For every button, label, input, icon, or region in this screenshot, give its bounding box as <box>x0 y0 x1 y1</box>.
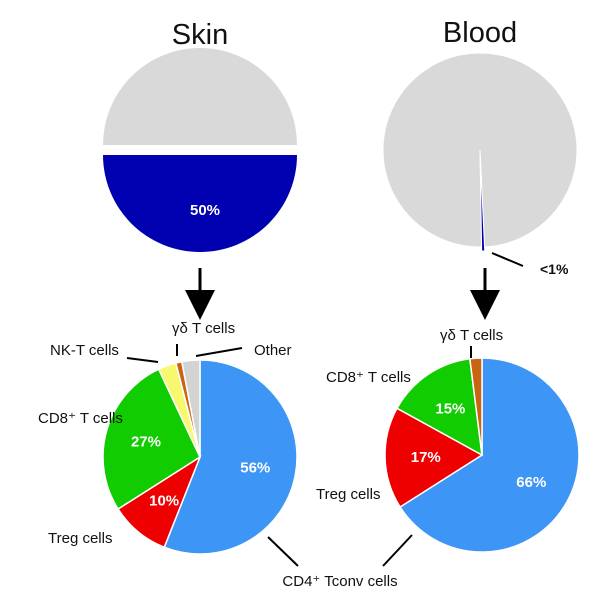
pie-slice-1 <box>479 153 486 252</box>
pie-slice-1 <box>103 155 297 252</box>
slice-label: 66% <box>516 474 546 491</box>
skin-treg-label: Treg cells <box>48 530 112 547</box>
skin-top-pie <box>103 48 297 252</box>
leader-line <box>267 536 299 567</box>
slice-label: 56% <box>240 460 270 477</box>
pie-slice-cd8-t-cells <box>395 357 483 457</box>
blood-gd-label: γδ T cells <box>440 327 503 344</box>
pie-slice-0 <box>382 52 578 248</box>
pie-slice-0 <box>103 48 297 145</box>
pie-slice-cd4-tconv-cells <box>399 357 580 553</box>
leader-line <box>126 357 159 363</box>
skin-top-label: 50% <box>190 202 220 219</box>
blood-title: Blood <box>443 17 517 49</box>
pie-slice-treg-cells <box>384 407 484 509</box>
slice-label: 15% <box>435 400 465 417</box>
skin-title: Skin <box>172 19 228 51</box>
blood-treg-label: Treg cells <box>316 486 380 503</box>
slice-label: 27% <box>131 433 161 450</box>
leader-line <box>382 534 413 567</box>
pie-slice-other <box>180 359 201 458</box>
pie-slice-cd8-t-cells <box>102 368 201 511</box>
cd4-label: CD4⁺ Tconv cells <box>282 573 397 590</box>
blood-bottom-pie: 66% 17% 15% <box>384 357 580 553</box>
leader-line <box>491 252 524 267</box>
skin-nkt-label: NK-T cells <box>50 342 119 359</box>
skin-other-label: Other <box>254 342 292 359</box>
skin-gd-label: γδ T cells <box>172 320 235 337</box>
pie-slice-cd4-tconv-cells <box>163 359 298 555</box>
skin-cd8-label: CD8⁺ T cells <box>38 410 123 427</box>
slice-label: 10% <box>149 492 179 509</box>
leader-line <box>195 347 243 357</box>
skin-bottom-pie: 56% 10% 27% <box>102 359 298 555</box>
pie-slice--t-cells <box>469 357 483 456</box>
blood-cd8-label: CD8⁺ T cells <box>326 369 411 386</box>
blood-top-label: <1% <box>540 261 569 277</box>
slice-label: 17% <box>411 449 441 466</box>
blood-top-pie <box>382 52 578 252</box>
